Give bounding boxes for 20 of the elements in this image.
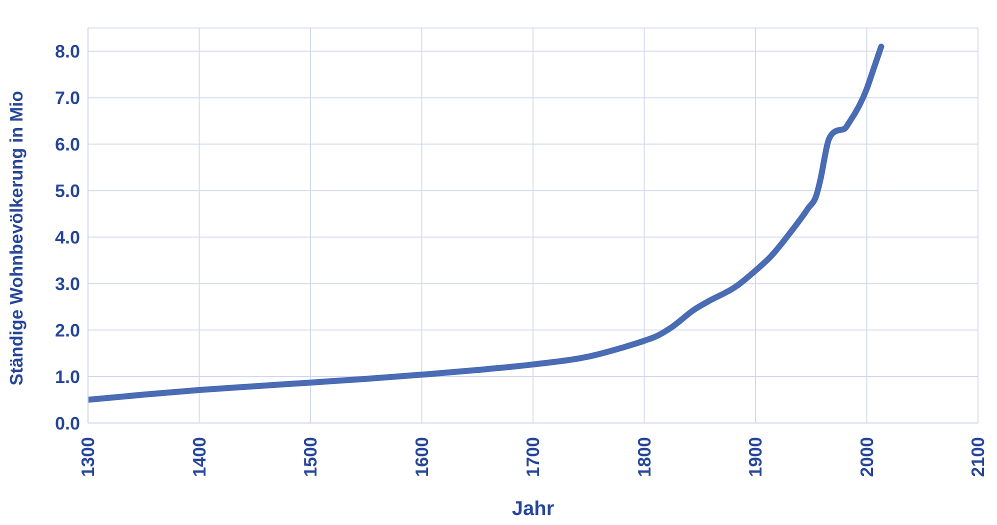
y-tick-label: 5.0 bbox=[54, 181, 80, 202]
x-tick-label: 1700 bbox=[523, 437, 543, 478]
y-tick-label: 0.0 bbox=[54, 413, 80, 434]
x-axis-title: Jahr bbox=[512, 498, 554, 520]
y-axis-title: Ständige Wohnbevölkerung in Mio bbox=[6, 90, 26, 386]
y-tick-label: 3.0 bbox=[54, 274, 80, 294]
x-tick-label: 1600 bbox=[412, 437, 432, 478]
x-tick-label: 1900 bbox=[746, 437, 766, 478]
y-tick-label: 1.0 bbox=[54, 366, 80, 387]
x-tick-label: 1300 bbox=[78, 437, 98, 478]
x-tick-label: 1500 bbox=[300, 437, 320, 478]
x-tick-label: 1800 bbox=[634, 437, 654, 478]
y-tick-label: 4.0 bbox=[54, 228, 80, 248]
y-tick-label: 2.0 bbox=[54, 320, 80, 340]
x-tick-label: 2000 bbox=[856, 437, 877, 478]
y-tick-label: 7.0 bbox=[54, 88, 80, 108]
y-tick-label: 8.0 bbox=[54, 42, 80, 62]
y-tick-label: 6.0 bbox=[54, 134, 80, 155]
x-tick-label: 2100 bbox=[968, 437, 988, 478]
x-tick-label: 1400 bbox=[189, 437, 210, 478]
